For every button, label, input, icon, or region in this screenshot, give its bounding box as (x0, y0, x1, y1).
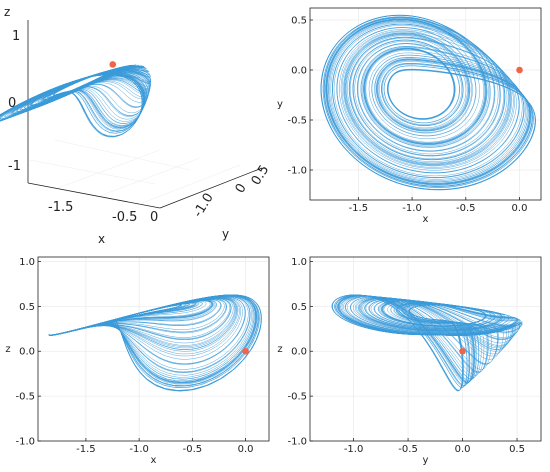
y-tick-label: 0.0 (291, 66, 307, 77)
x-tick-label: -0.5 (183, 444, 203, 455)
y-tick-label: -0.5 (287, 392, 307, 403)
equilibrium-point (242, 347, 249, 355)
y-axis-label: y (277, 99, 283, 110)
y-tick-label: -1.0 (191, 191, 217, 220)
x-tick-label: 0 (150, 210, 158, 225)
x-tick-label: 0.0 (238, 444, 254, 455)
equilibrium-point (516, 66, 523, 74)
x-axis-line (27, 182, 161, 209)
z-tick-label: 0 (8, 96, 16, 111)
x-tick-label: -1.5 (349, 203, 369, 214)
x-tick-label: -1.0 (129, 444, 149, 455)
y-tick-label: 0 (233, 181, 250, 196)
x-tick-label: 0.0 (455, 444, 471, 455)
x-tick-label: -0.5 (112, 210, 137, 225)
y-axis-label: z (5, 344, 10, 355)
plot-frame (309, 7, 542, 201)
equilibrium-point (459, 347, 466, 355)
y-tick-label: 1.0 (19, 257, 35, 268)
y-tick-label: -1.0 (15, 437, 35, 448)
panel-yz: -1.0 -0.5 0.0 0.5 1.0 0.5 0.0 -0.5 -1.0 y z (277, 256, 542, 466)
z-tick-label: 1 (12, 29, 20, 44)
z-tick-label: -1 (8, 159, 21, 174)
z-axis-label: z (4, 5, 10, 19)
x-tick-label: -1.0 (402, 203, 422, 214)
y-axis-label: y (222, 227, 229, 241)
y-tick-label: -0.5 (287, 116, 307, 127)
panel-xyz: 1 0 -1 z -1.5 -0.5 0 x -1.0 0 0.5 y (0, 5, 272, 246)
y-tick-label: 0.5 (19, 302, 35, 313)
y-tick-label: -0.5 (15, 392, 35, 403)
y-tick-label: -1.0 (287, 166, 307, 177)
x-axis-label: x (423, 214, 429, 225)
x-tick-label: -1.5 (76, 444, 96, 455)
x-axis-label: x (98, 232, 105, 246)
y-axis-line (159, 167, 263, 209)
x-tick-label: -1.0 (344, 444, 364, 455)
plot-frame (37, 256, 270, 442)
panel-xz: -1.5 -1.0 -0.5 0.01.00.50.0-0.5-1.0xz (5, 256, 270, 466)
y-tick-label: 0.5 (291, 16, 307, 27)
floor-grid (29, 139, 241, 205)
trajectory-line (331, 294, 523, 392)
y-tick-label: 0.0 (19, 347, 35, 358)
x-axis-label: x (151, 455, 157, 466)
x-axis-label: y (423, 455, 429, 466)
x-tick-label: -1.5 (48, 200, 73, 215)
y-tick-label: -1.0 (287, 437, 307, 448)
y-tick-label: 0.5 (291, 302, 307, 313)
y-axis-label: z (277, 344, 282, 355)
trajectory-3d (0, 64, 152, 138)
plot-frame (309, 256, 542, 442)
equilibrium-point-3d (109, 61, 117, 68)
trajectory-line (48, 294, 262, 392)
x-tick-label: 0.0 (512, 203, 528, 214)
y-tick-label: 0.0 (291, 347, 307, 358)
x-tick-label: 0.5 (509, 444, 525, 455)
y-tick-label: 0.5 (249, 163, 273, 188)
y-tick-label: 1.0 (291, 257, 307, 268)
trajectory-line (320, 14, 536, 191)
x-tick-label: -0.5 (456, 203, 476, 214)
x-tick-label: -0.5 (398, 444, 418, 455)
panel-xy: -1.5 -1.0 -0.5 0.00.50.0-0.5-1.0xy (277, 7, 542, 225)
